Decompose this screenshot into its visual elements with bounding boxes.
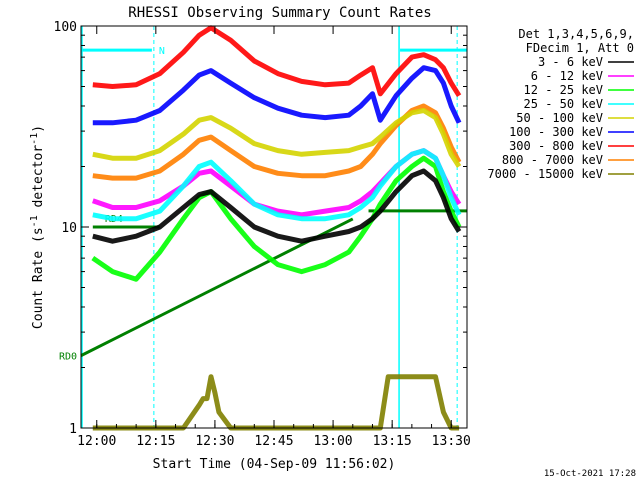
legend-header-line: Det 1,3,4,5,6,9, [518, 27, 634, 41]
x-tick-label: 13:15 [373, 434, 412, 449]
legend-entry-label: 6 - 12 keV [531, 69, 603, 83]
legend-entry-label: 25 - 50 keV [524, 97, 603, 111]
x-axis-label: Start Time (04-Sep-09 11:56:02) [153, 457, 396, 472]
series-group [91, 25, 462, 431]
legend-header-line: FDecim 1, Att 0 [526, 41, 634, 55]
chart-title: RHESSI Observing Summary Count Rates [128, 5, 431, 21]
series-line-50-100-kev [92, 108, 462, 168]
y-axis-label-sup1: -1 [29, 215, 40, 227]
y-axis: 1 10 100 [54, 20, 467, 437]
y-axis-label-sup2: -1 [29, 133, 40, 145]
legend-entry-label: 12 - 25 keV [524, 83, 603, 97]
series-line-12-25-kev [91, 155, 462, 282]
x-tick-label: 12:45 [254, 434, 293, 449]
legend-entry-label: 300 - 800 keV [509, 139, 603, 153]
flag-label-n: N [159, 46, 165, 57]
series-line-800-7000-kev [92, 103, 462, 181]
legend-entry-label: 7000 - 15000 keV [487, 167, 603, 181]
x-tick-label: 12:30 [195, 434, 234, 449]
y-axis-label-part2: detector [31, 145, 46, 216]
legend-entry-label: 800 - 7000 keV [502, 153, 603, 167]
y-tick-label: 1 [69, 422, 77, 437]
legend: Det 1,3,4,5,6,9,FDecim 1, Att 03 - 6 keV… [487, 27, 634, 181]
legend-entry-label: 100 - 300 keV [509, 125, 603, 139]
y-tick-label: 10 [61, 221, 77, 236]
series-line-25-50-kev [92, 148, 462, 222]
legend-entry-label: 50 - 100 keV [516, 111, 603, 125]
y-axis-label-part1: Count Rate (s [31, 227, 46, 329]
y-axis-label-end: ) [31, 125, 46, 133]
x-tick-label: 13:00 [314, 434, 353, 449]
x-tick-label: 12:00 [77, 434, 116, 449]
y-tick-label: 100 [54, 20, 77, 35]
series-line-3-6-kev [92, 168, 462, 244]
x-tick-label: 13:30 [432, 434, 471, 449]
legend-entry-label: 3 - 6 keV [538, 55, 603, 69]
footer-timestamp: 15-Oct-2021 17:28 [544, 469, 636, 479]
series-line-300-800-kev [92, 25, 462, 98]
x-axis: 12:00 12:15 12:30 12:45 13:00 13:15 13:30 [77, 26, 471, 449]
y-axis-label: Count Rate (s-1 detector-1) [29, 125, 46, 329]
series-line-100-300-kev [92, 65, 462, 126]
x-tick-label: 12:15 [136, 434, 175, 449]
flag-label-rd0: RD0 [59, 352, 77, 363]
series-line-7000-15000-kev [92, 374, 460, 431]
